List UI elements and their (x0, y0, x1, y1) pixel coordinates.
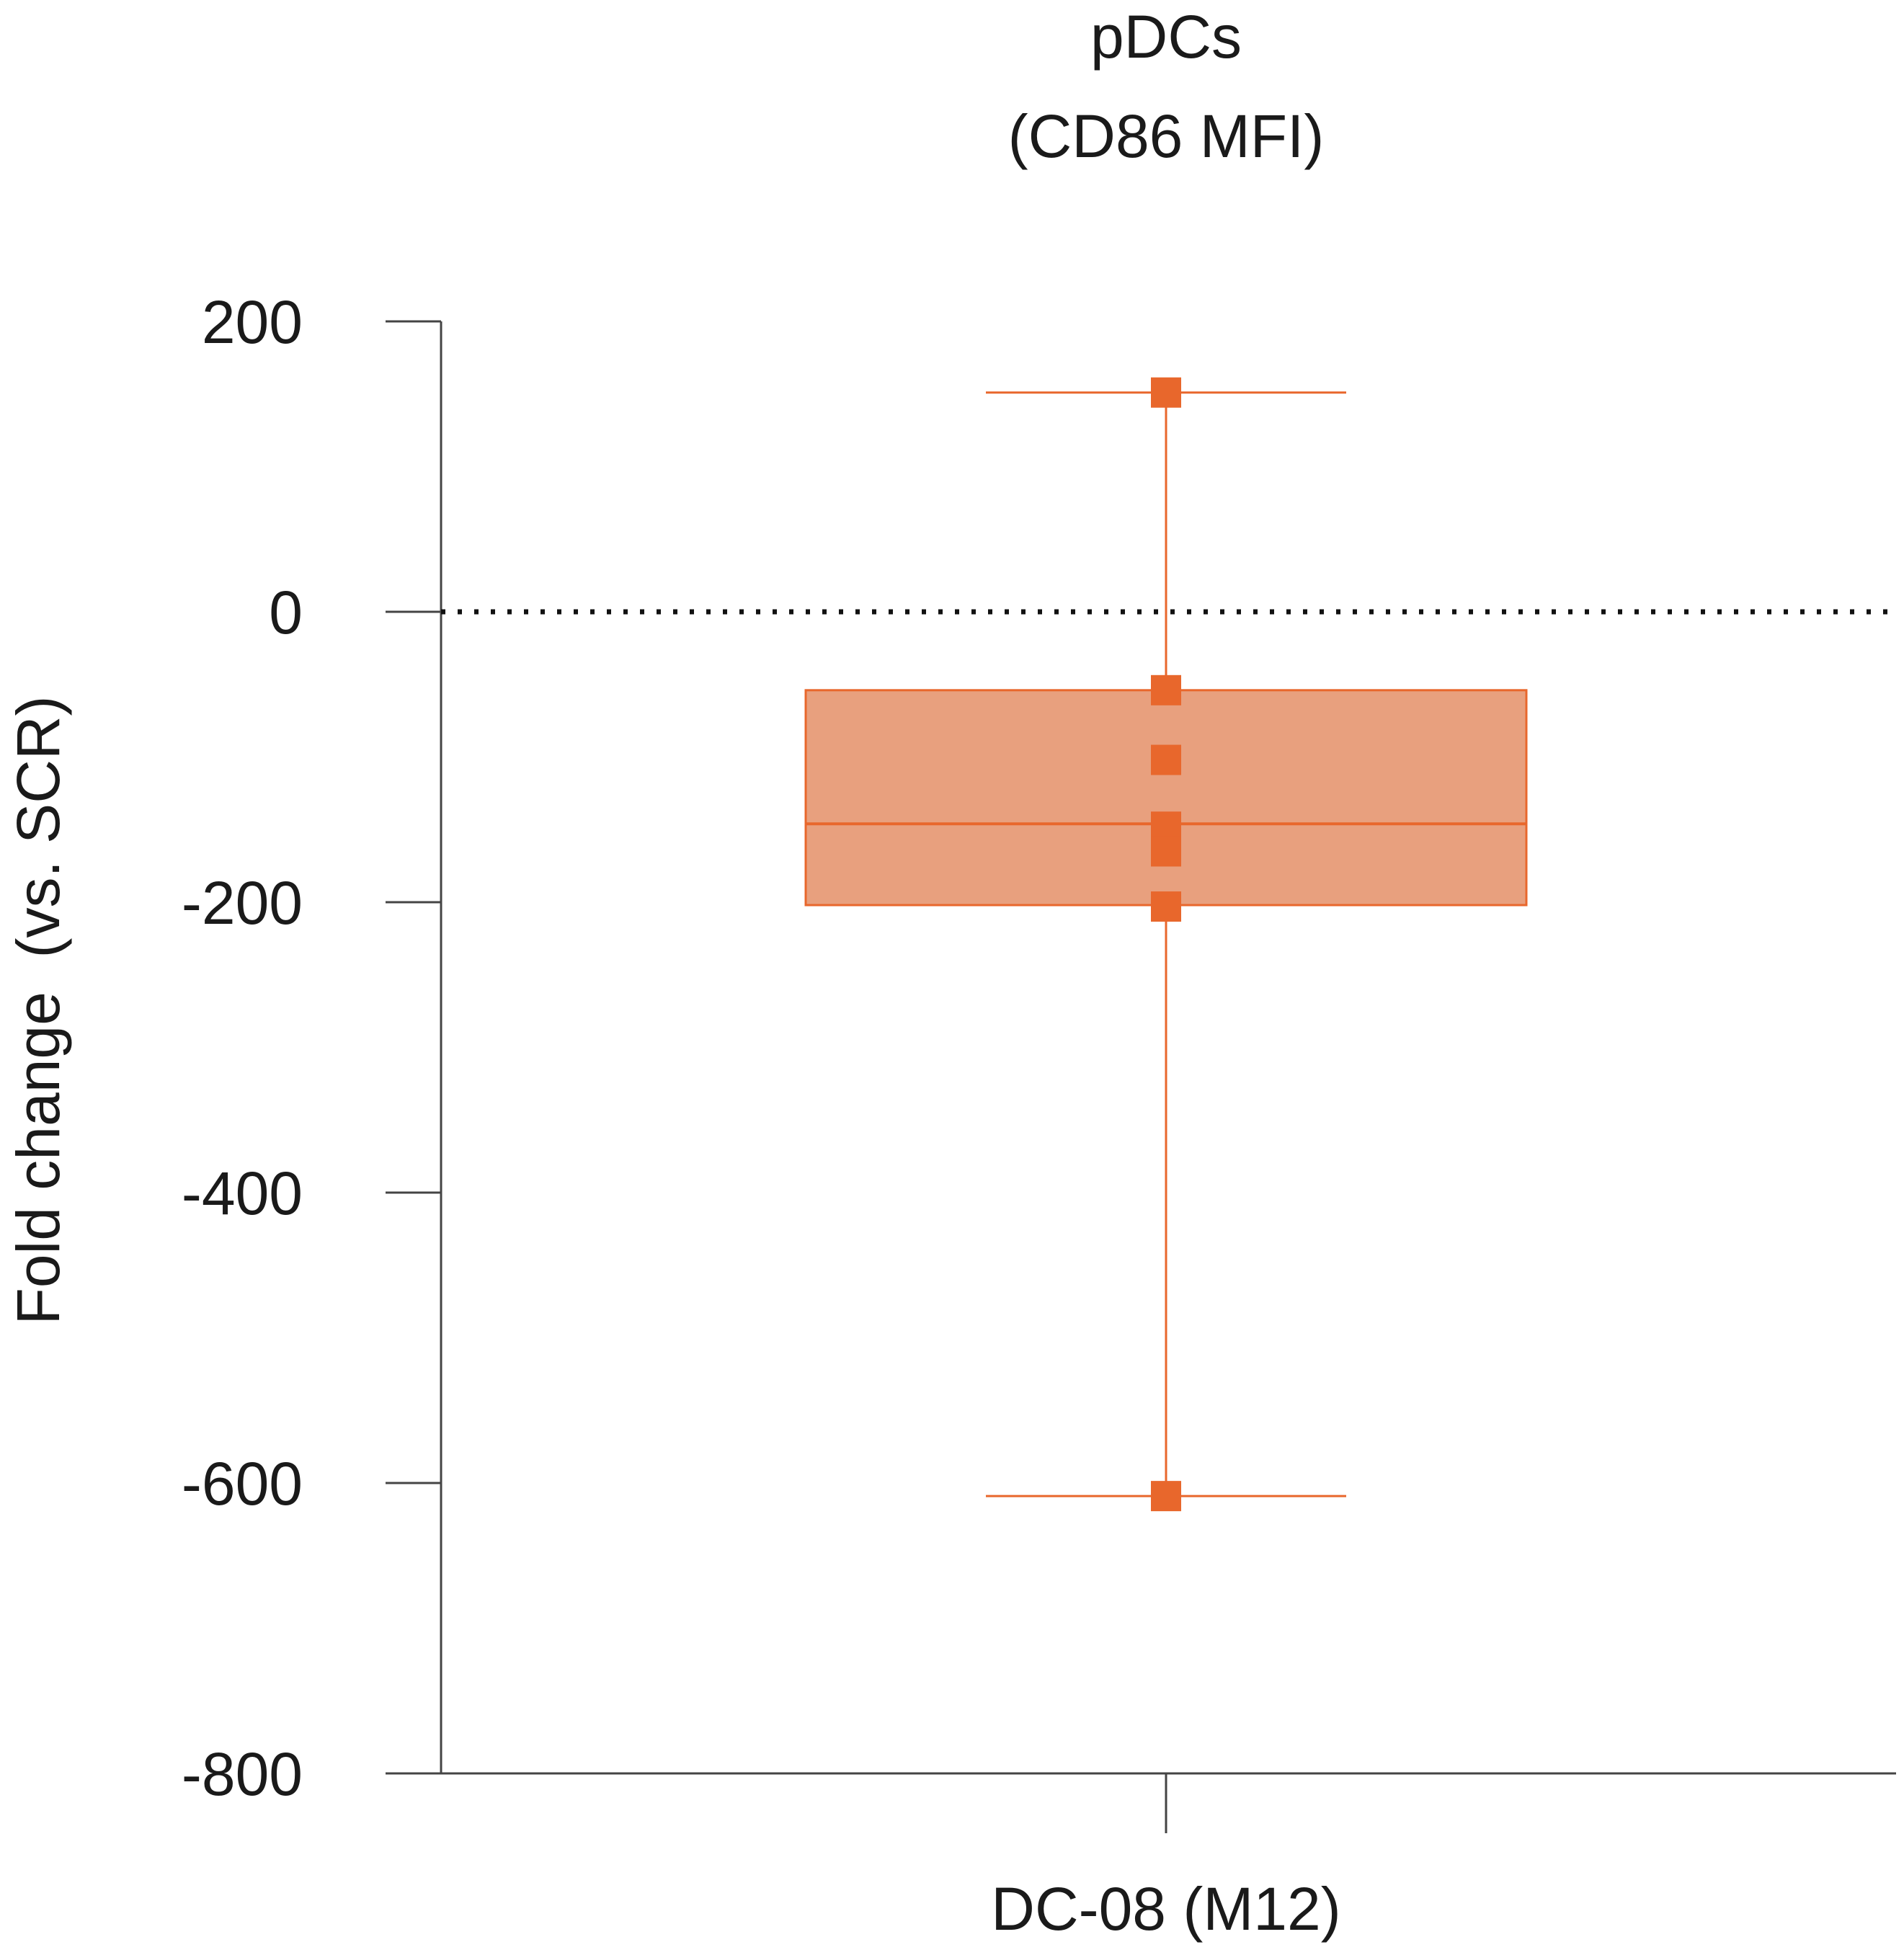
y-tick-label: -600 (182, 1450, 303, 1518)
y-tick-label: 0 (269, 579, 303, 646)
axes (386, 321, 1896, 1833)
data-point (1151, 674, 1181, 705)
data-point (1151, 744, 1181, 775)
y-tick-label: -200 (182, 869, 303, 937)
data-point (1151, 377, 1181, 408)
chart-subtitle: (CD86 MFI) (1008, 102, 1325, 170)
y-axis-label: Fold change (vs. SCR) (4, 696, 72, 1325)
y-tick-label: -400 (182, 1159, 303, 1227)
data-points (1151, 377, 1181, 1512)
chart-title: pDCs (1090, 3, 1242, 71)
box-plot-dc-08 (804, 377, 1528, 1512)
data-point (1151, 836, 1181, 867)
y-tick-label: 200 (202, 288, 303, 356)
y-ticks: 200 0 -200 -400 -600 -800 (182, 288, 441, 1808)
data-point (1151, 891, 1181, 922)
interquartile-box (804, 689, 1528, 907)
data-point (1151, 1481, 1181, 1512)
x-category-label: DC-08 (M12) (991, 1875, 1340, 1943)
y-tick-label: -800 (182, 1740, 303, 1808)
